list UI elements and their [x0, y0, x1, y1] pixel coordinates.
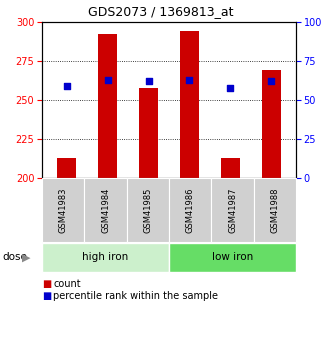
Point [105, 77, 110, 82]
Text: GSM41987: GSM41987 [228, 187, 237, 233]
Bar [221, 158, 240, 178]
Point [146, 79, 151, 84]
Text: GSM41985: GSM41985 [143, 187, 152, 233]
Text: ▶: ▶ [22, 253, 30, 263]
Text: ■: ■ [42, 291, 51, 301]
Point [187, 77, 192, 82]
Bar [98, 34, 117, 178]
Text: GSM41988: GSM41988 [270, 187, 279, 233]
Bar [262, 70, 281, 178]
Text: ■: ■ [42, 279, 51, 289]
Bar [180, 31, 199, 178]
Text: high iron: high iron [82, 253, 129, 263]
Text: GSM41983: GSM41983 [59, 187, 68, 233]
Text: count: count [53, 279, 81, 289]
Text: dose: dose [2, 253, 27, 263]
Text: GSM41986: GSM41986 [186, 187, 195, 233]
Point [269, 79, 274, 84]
Bar [139, 88, 158, 178]
Point [64, 83, 69, 89]
Bar [57, 158, 76, 178]
Text: percentile rank within the sample: percentile rank within the sample [53, 291, 218, 301]
Point [228, 85, 233, 90]
Text: GDS2073 / 1369813_at: GDS2073 / 1369813_at [88, 6, 233, 19]
Text: GSM41984: GSM41984 [101, 187, 110, 233]
Text: low iron: low iron [212, 253, 253, 263]
